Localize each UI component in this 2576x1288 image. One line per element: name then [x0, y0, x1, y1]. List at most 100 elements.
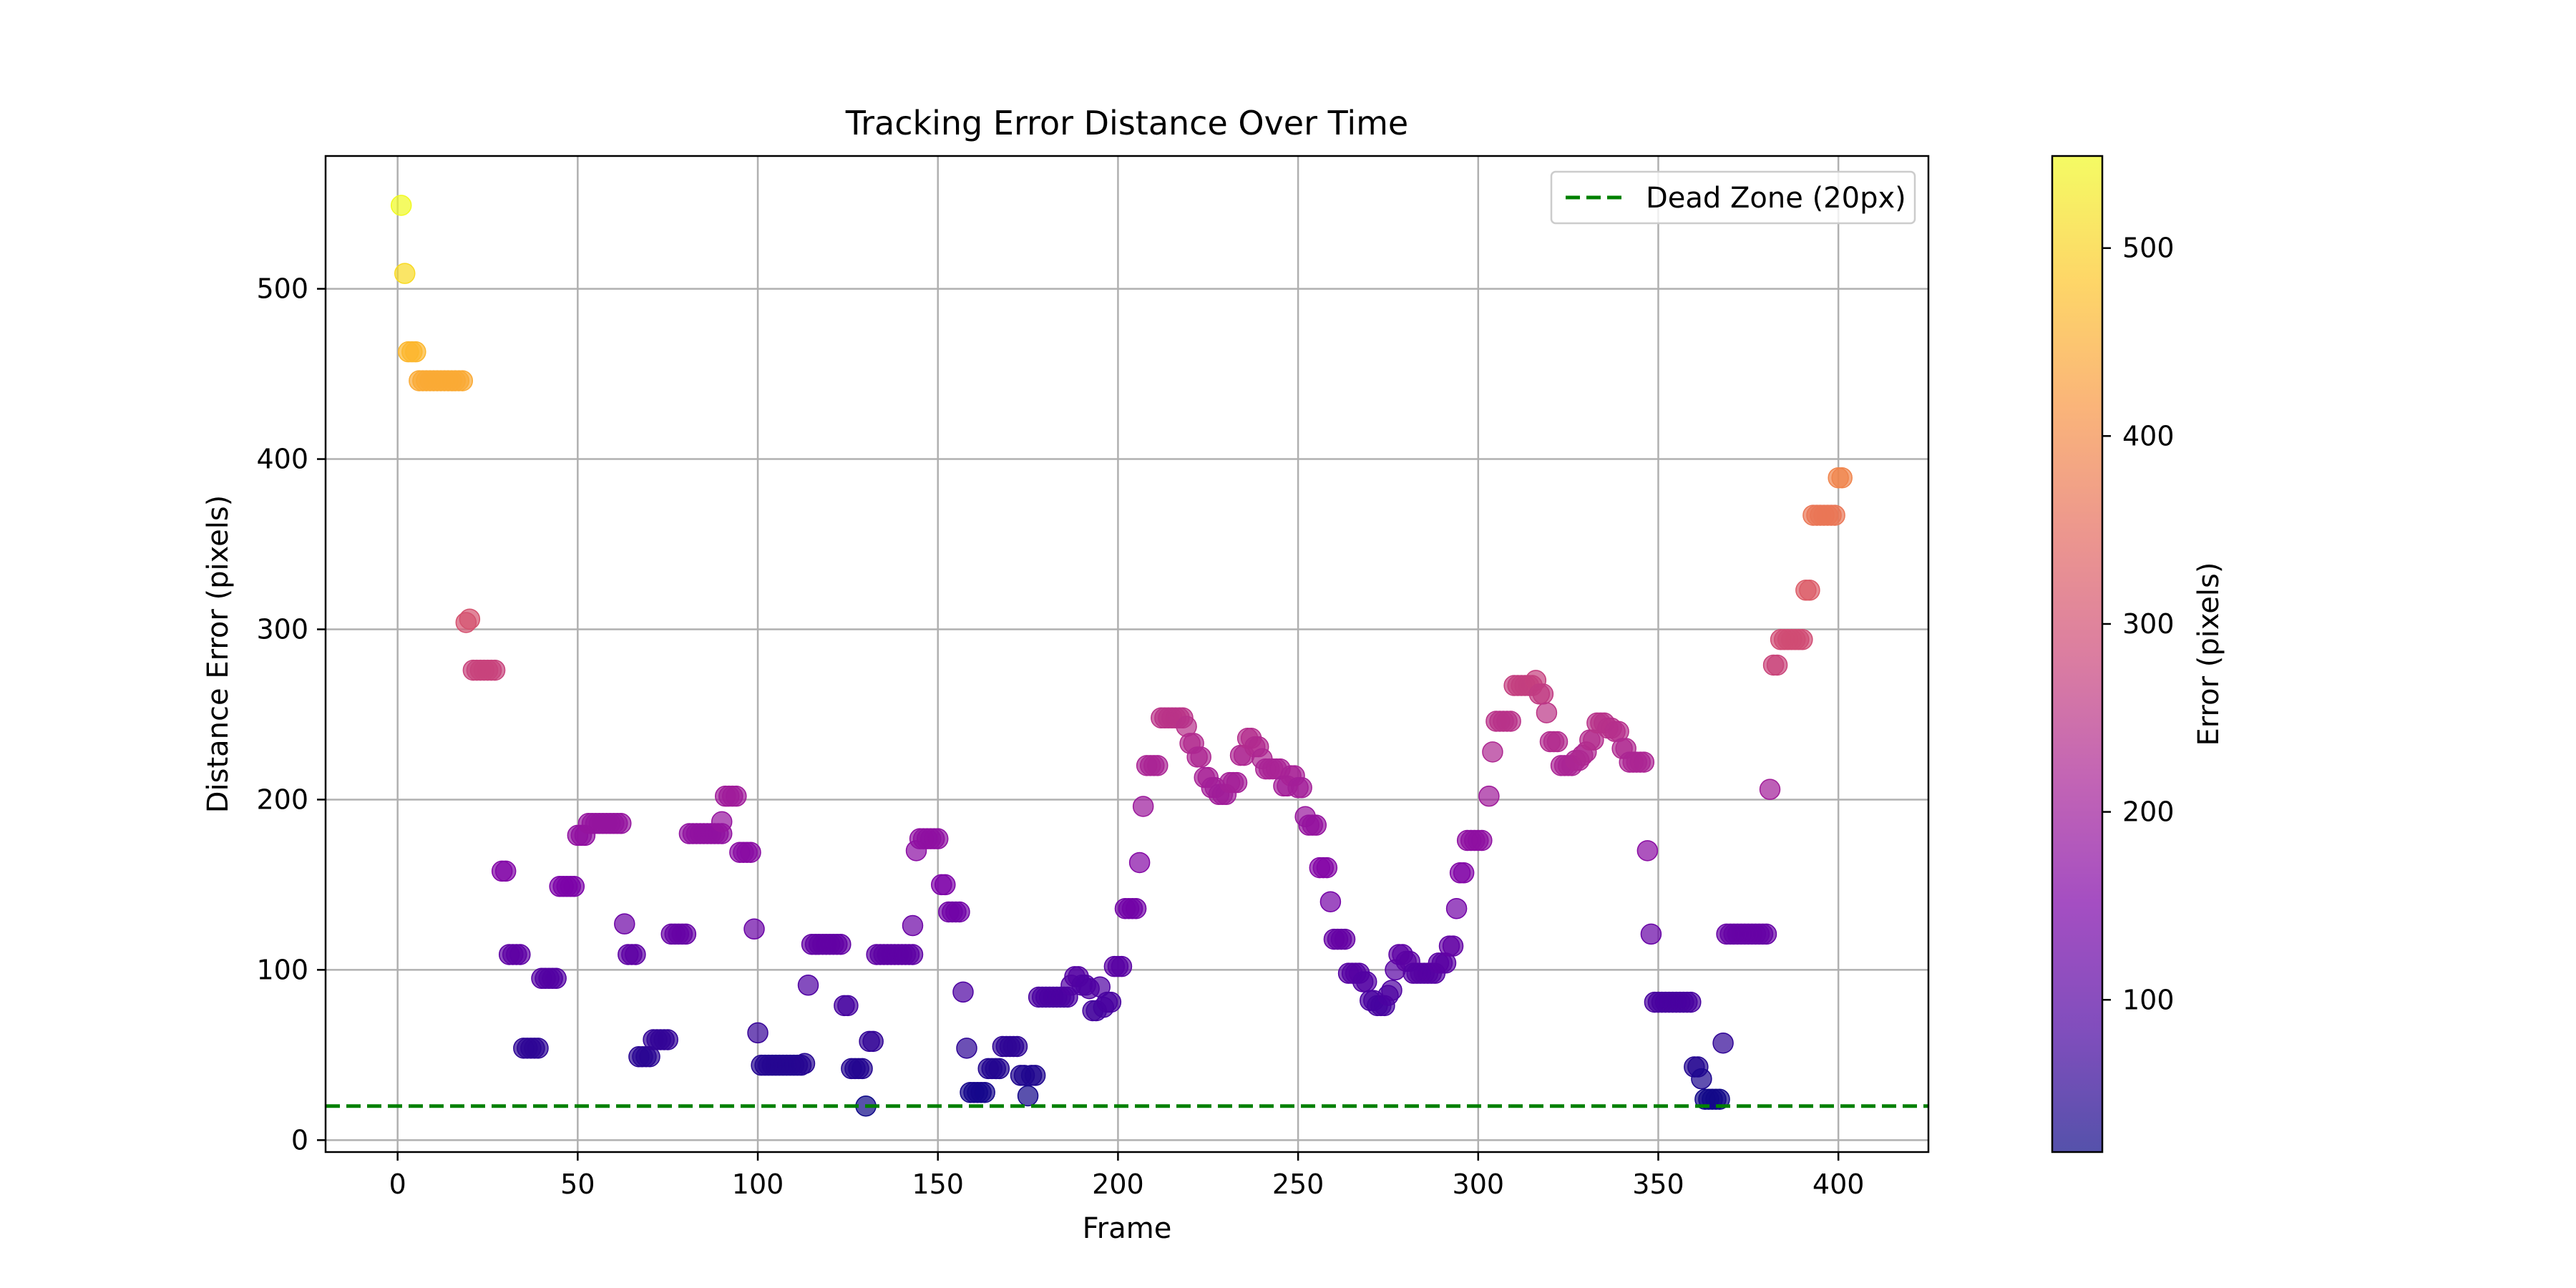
colorbar-frame: [2051, 155, 2104, 1153]
data-point: [1755, 923, 1777, 945]
data-point: [711, 811, 733, 833]
colorbar-tick-label: 300: [2122, 608, 2175, 640]
colorbar-label: Error (pixels): [2192, 562, 2225, 746]
data-point: [1712, 1032, 1734, 1054]
data-point: [1680, 991, 1702, 1013]
data-point: [743, 918, 765, 940]
data-point: [1636, 840, 1659, 862]
x-tick-label: 250: [1272, 1169, 1324, 1200]
data-point: [726, 785, 747, 807]
colorbar: 100 200 300 400 500 Error (pixels): [2051, 155, 2225, 1153]
data-point: [902, 914, 924, 937]
data-point: [1100, 991, 1122, 1013]
data-point: [1759, 779, 1781, 800]
data-point: [952, 981, 974, 1003]
data-point: [1017, 1085, 1039, 1107]
data-point: [1111, 955, 1133, 977]
x-tick-label: 150: [912, 1169, 964, 1200]
data-point: [1799, 580, 1820, 601]
data-point: [956, 1038, 977, 1059]
data-point: [1024, 1065, 1046, 1086]
data-point: [1532, 683, 1554, 705]
data-point: [657, 1029, 678, 1050]
data-point: [527, 1038, 549, 1059]
data-point: [1453, 862, 1475, 884]
legend: Dead Zone (20px): [1550, 170, 1916, 225]
data-point: [1633, 751, 1655, 773]
colorbar-tick-label: 200: [2122, 796, 2175, 828]
data-point: [1482, 741, 1503, 763]
data-point: [1640, 923, 1662, 945]
x-tick-label: 100: [732, 1169, 784, 1200]
colorbar-tick-label: 100: [2122, 984, 2175, 1015]
y-tick-label: 400: [256, 444, 308, 475]
y-axis-ticks: 0 100 200 300 400 500: [256, 273, 326, 1156]
y-axis-label: Distance Error (pixels): [202, 495, 235, 814]
data-point: [1831, 467, 1853, 489]
x-tick-label: 0: [389, 1169, 406, 1200]
plot-frame: [324, 155, 1930, 1153]
data-point: [1471, 829, 1493, 852]
data-point: [1355, 971, 1377, 992]
data-point: [1305, 814, 1327, 836]
colorbar-tick-label: 400: [2122, 420, 2175, 452]
y-tick-label: 500: [256, 273, 308, 305]
data-point: [830, 933, 852, 955]
colorbar-ticks: 100 200 300 400 500: [2102, 233, 2175, 1015]
data-point: [675, 923, 697, 945]
data-point: [452, 370, 474, 391]
data-point: [614, 913, 635, 935]
data-point: [797, 975, 819, 996]
data-point: [1334, 928, 1356, 950]
data-point: [1500, 711, 1521, 732]
y-tick-label: 100: [256, 954, 308, 985]
x-tick-label: 200: [1092, 1169, 1144, 1200]
data-point: [459, 608, 481, 630]
data-point: [1442, 935, 1464, 957]
x-axis-label: Frame: [1083, 1212, 1172, 1245]
colorbar-tick-label: 500: [2122, 233, 2175, 264]
data-point: [1536, 702, 1558, 723]
data-point: [563, 876, 585, 897]
data-point: [1291, 777, 1312, 799]
data-point: [390, 195, 412, 216]
data-point: [852, 1058, 873, 1080]
x-tick-label: 50: [560, 1169, 595, 1200]
legend-box: [1550, 170, 1916, 225]
data-point: [1381, 980, 1402, 1001]
data-point: [974, 1081, 995, 1103]
data-point: [1190, 746, 1211, 768]
data-point: [494, 860, 517, 882]
data-point: [1709, 1088, 1730, 1110]
data-point: [509, 944, 531, 965]
data-point: [545, 967, 567, 990]
data-point: [1691, 1068, 1712, 1090]
data-point: [1824, 504, 1845, 526]
data-point: [794, 1053, 816, 1075]
data-point: [1445, 897, 1468, 919]
data-point: [740, 841, 761, 863]
y-tick-label: 0: [291, 1124, 308, 1156]
chart-title: Tracking Error Distance Over Time: [845, 104, 1408, 142]
data-point: [935, 874, 956, 896]
grid: [326, 156, 1928, 1152]
data-point: [747, 1022, 769, 1044]
data-point: [405, 341, 426, 363]
data-point: [610, 813, 632, 834]
data-point: [1478, 785, 1500, 807]
legend-dead-zone-label: Dead Zone (20px): [1646, 182, 1906, 215]
x-axis-ticks: 0 50 100 150 200 250 300 350 400: [389, 1152, 1865, 1200]
data-point: [394, 263, 416, 284]
data-point: [837, 995, 859, 1017]
x-tick-label: 400: [1813, 1169, 1865, 1200]
data-point: [1132, 796, 1154, 817]
x-tick-label: 300: [1453, 1169, 1505, 1200]
data-point: [1006, 1035, 1028, 1058]
data-point: [1226, 771, 1248, 794]
data-point: [902, 944, 924, 965]
data-point: [1316, 857, 1338, 879]
x-tick-label: 350: [1632, 1169, 1684, 1200]
data-point: [1125, 897, 1147, 919]
data-point: [988, 1058, 1010, 1080]
